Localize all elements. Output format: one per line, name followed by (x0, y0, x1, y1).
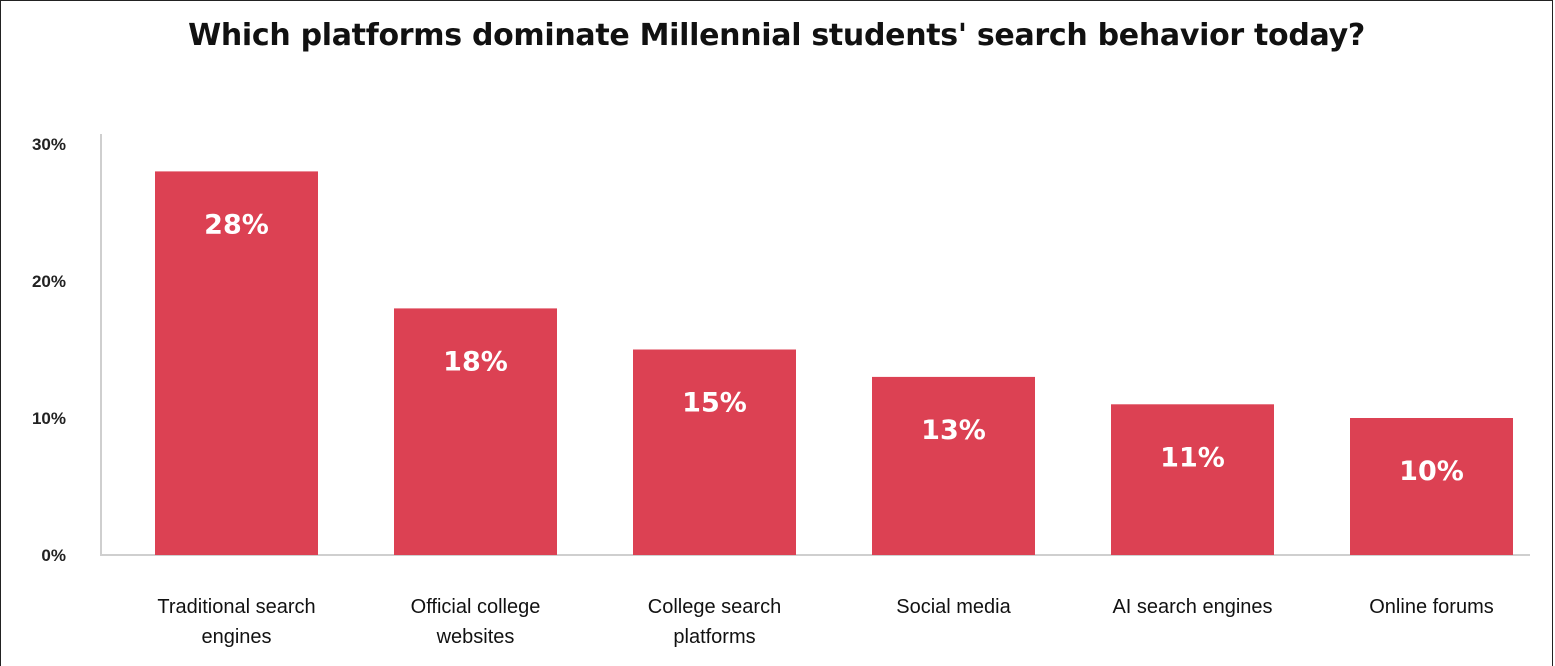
y-tick-label: 20% (32, 272, 66, 291)
bar (155, 171, 318, 555)
y-tick-label: 30% (32, 135, 66, 154)
bar-value-label: 28% (204, 209, 269, 240)
bar (1111, 404, 1274, 555)
x-tick-label: Online forums (1369, 596, 1494, 618)
x-tick-label: AI search engines (1112, 596, 1272, 618)
chart-title: Which platforms dominate Millennial stud… (188, 18, 1365, 53)
x-tick-label: Social media (896, 596, 1011, 618)
y-tick-label: 10% (32, 409, 66, 428)
bar-value-label: 15% (682, 388, 747, 419)
bar-value-label: 13% (921, 415, 986, 446)
bar (872, 376, 1035, 555)
bar-value-label: 18% (443, 346, 508, 377)
bar (394, 308, 557, 555)
bar-value-label: 11% (1160, 442, 1225, 473)
x-tick-label: College search platforms (648, 596, 781, 648)
y-tick-label: 0% (41, 546, 66, 565)
bar-value-label: 10% (1399, 456, 1464, 487)
x-tick-label: Traditional search engines (157, 596, 315, 648)
bar (633, 349, 796, 555)
bar (1350, 418, 1513, 555)
x-tick-label: Official college websites (411, 596, 541, 648)
